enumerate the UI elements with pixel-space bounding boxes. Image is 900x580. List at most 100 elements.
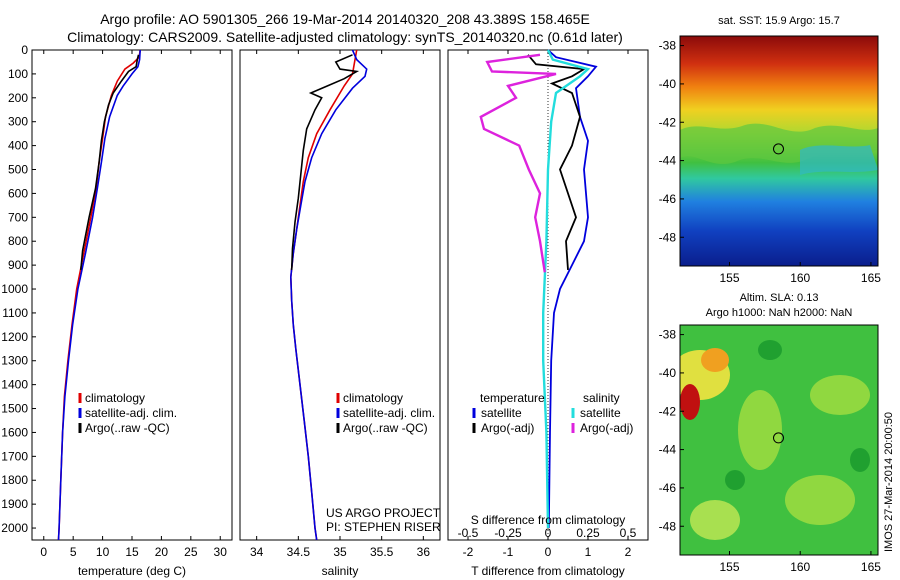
series-line	[80, 54, 140, 270]
x-tick-label: 20	[155, 545, 169, 559]
map-y-tick-label: -44	[659, 154, 677, 168]
legend-title: temperature	[480, 391, 545, 405]
y-tick-label: 1900	[1, 497, 28, 511]
x-tick-label: 36	[417, 545, 431, 559]
depth-axis: 0 100 200 300 400 500 600 700 800 900 1000 1100 1200…	[1, 43, 36, 535]
map-x-tick-label: 160	[790, 560, 810, 574]
y-tick-label: 1800	[1, 473, 28, 487]
sst-argo-position-marker	[773, 143, 784, 155]
series-line	[547, 49, 598, 529]
salinity-panel: 34 34.5 35 35.5 36 climatologysatellite-adj.…	[239, 49, 441, 578]
x-tick-label: 1	[585, 545, 592, 559]
map-y-tick-label: -44	[659, 443, 677, 457]
temperature-series	[57, 49, 141, 541]
map-y-tick-label: -48	[659, 230, 677, 244]
x-tick-label: 25	[184, 545, 198, 559]
map-y-tick-label: -48	[659, 519, 677, 533]
legend-title: salinity	[583, 391, 620, 405]
y-tick-label: 600	[8, 186, 28, 200]
temperature-xlabel: temperature (deg C)	[78, 564, 186, 578]
temperature-axes-box	[31, 49, 233, 541]
sst-map-axes: 155 160 165 -38 -40 -42 -44 -46 -48	[659, 39, 882, 285]
legend-label: Argo(-adj)	[481, 421, 534, 435]
map-y-tick-label: -40	[659, 366, 677, 380]
sla-argo-position-marker	[773, 432, 784, 444]
difference-x-axis: -2 -1 0 1 2	[463, 50, 632, 559]
figure-title-line2: Climatology: CARS2009. Satellite-adjuste…	[67, 29, 623, 45]
x-tick-label: 34	[250, 545, 264, 559]
map-x-tick-label: 155	[719, 271, 739, 285]
map-y-tick-label: -42	[659, 404, 677, 418]
series-line	[289, 49, 368, 541]
sla-dark-patch-2	[850, 448, 870, 472]
y-tick-label: 100	[8, 67, 28, 81]
y-tick-label: 1600	[1, 425, 28, 439]
y-tick-label: 1000	[1, 282, 28, 296]
sla-map-frame	[679, 324, 879, 556]
legend-label: satellite-adj. clim.	[85, 406, 177, 420]
s-tick-label: -0.5	[458, 526, 479, 540]
legend-label: climatology	[343, 391, 403, 405]
y-tick-label: 200	[8, 91, 28, 105]
sla-light-patch-1	[738, 390, 782, 470]
legend-label: climatology	[85, 391, 145, 405]
x-tick-label: 0	[545, 545, 552, 559]
x-tick-label: 15	[125, 545, 139, 559]
y-tick-label: 700	[8, 210, 28, 224]
y-tick-label: 1200	[1, 330, 28, 344]
sst-cool-eddy	[800, 145, 878, 175]
figure-title-line1: Argo profile: AO 5901305_266 19-Mar-2014…	[100, 11, 590, 27]
y-tick-label: 1300	[1, 354, 28, 368]
difference-legend: temperaturesatelliteArgo(-adj)salinitysa…	[472, 391, 633, 435]
temperature-difference-label: T difference from climatology	[471, 564, 625, 578]
map-y-tick-label: -38	[659, 39, 677, 53]
series-line	[57, 49, 141, 541]
map-y-tick-label: -42	[659, 115, 677, 129]
x-tick-label: 0	[40, 545, 47, 559]
sla-map-axes: 155 160 165 -38 -40 -42 -44 -46 -48	[659, 328, 882, 574]
map-y-tick-label: -46	[659, 481, 677, 495]
y-tick-label: 1100	[2, 306, 28, 320]
imos-timestamp: IMOS 27-Mar-2014 20:00:50	[883, 412, 895, 552]
sst-map-frame	[679, 35, 879, 267]
difference-series	[479, 49, 598, 529]
sla-light-patch-2	[810, 375, 870, 415]
s-tick-label: 0.5	[620, 526, 637, 540]
salinity-xlabel: salinity	[322, 564, 359, 578]
legend-label: Argo(-adj)	[580, 421, 633, 435]
sla-dark-patch-3	[725, 470, 745, 490]
sst-map-title: sat. SST: 15.9 Argo: 15.7	[718, 15, 840, 27]
legend-label: satellite	[580, 406, 621, 420]
salinity-axes-box	[239, 49, 441, 541]
y-tick-label: 2000	[1, 521, 28, 535]
sst-map-panel: sat. SST: 15.9 Argo: 15.7 155 160 165 -38 -4…	[659, 15, 882, 285]
legend-label: Argo(..raw -QC)	[343, 421, 428, 435]
sla-orange-patch	[701, 348, 729, 372]
y-tick-label: 500	[8, 163, 28, 177]
map-x-tick-label: 165	[861, 560, 881, 574]
legend-label: satellite-adj. clim.	[343, 406, 435, 420]
salinity-difference-label: S difference from climatology	[471, 513, 626, 527]
s-tick-label: 0	[545, 526, 552, 540]
s-tick-label: 0.25	[576, 526, 600, 540]
y-tick-label: 1400	[1, 378, 28, 392]
sla-map-subtitle: Argo h1000: NaN h2000: NaN	[706, 307, 853, 319]
map-y-tick-label: -46	[659, 192, 677, 206]
map-x-tick-label: 155	[719, 560, 739, 574]
sla-light-patch-3	[785, 475, 855, 525]
x-tick-label: 10	[96, 545, 110, 559]
sla-map-panel: Altim. SLA: 0.13 Argo h1000: NaN h2000: …	[659, 292, 882, 574]
s-tick-label: -0.25	[494, 526, 522, 540]
series-line	[542, 49, 591, 529]
legend-label: Argo(..raw -QC)	[85, 421, 170, 435]
temperature-x-axis: 0 5 10 15 20 25 30	[40, 50, 227, 559]
sla-red-eddy	[680, 384, 700, 420]
y-tick-label: 300	[8, 115, 28, 129]
x-tick-label: 35	[333, 545, 347, 559]
x-tick-label: -1	[503, 545, 514, 559]
y-tick-label: 1700	[1, 449, 28, 463]
x-tick-label: 34.5	[287, 545, 311, 559]
y-tick-label: 400	[8, 139, 28, 153]
